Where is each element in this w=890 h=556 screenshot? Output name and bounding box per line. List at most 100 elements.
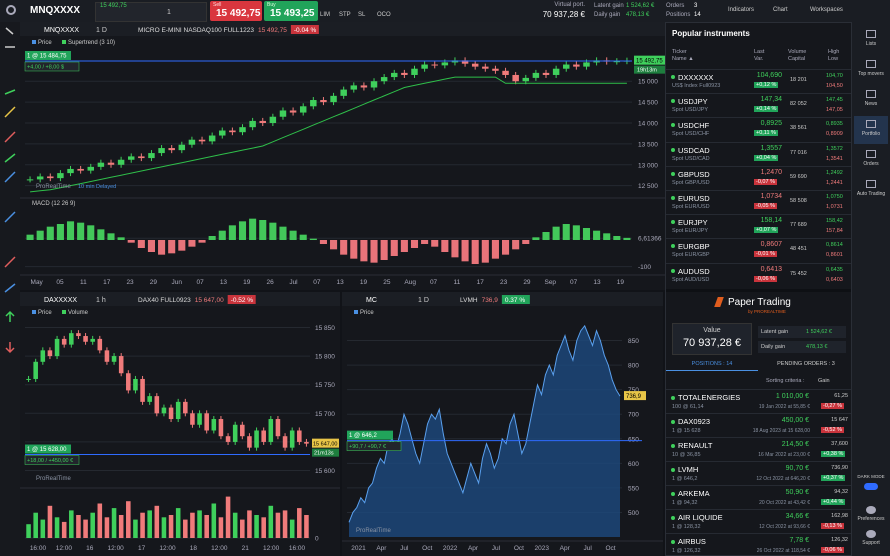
- tool-icon[interactable]: [5, 27, 14, 35]
- macd-bar: [603, 233, 611, 240]
- tool-icon[interactable]: [4, 131, 16, 143]
- volume-bar: [147, 510, 152, 538]
- order-type-button[interactable]: OCO: [377, 12, 391, 18]
- position-row[interactable]: LVMH 1 @ 646,2 90,70 € 12 Oct 2022 at 646,2…: [666, 461, 851, 486]
- sidebar-item[interactable]: Portfolio: [861, 131, 881, 137]
- chart-button[interactable]: Chart: [773, 7, 788, 13]
- instrument-row[interactable]: USDCHF Spot USD/CHF 0,8925 +0,11 % 38 561 0,8…: [666, 117, 851, 142]
- column-header: Volume: [788, 49, 807, 55]
- sidebar-item[interactable]: Preferences: [857, 516, 885, 522]
- position-gain: 214,50 €: [781, 441, 809, 448]
- candle: [441, 62, 449, 66]
- change-badge: [227, 295, 256, 304]
- paper-subtitle: by PROREALTIME: [748, 309, 786, 314]
- indicators-button[interactable]: Indicators: [728, 7, 755, 13]
- pending-tab[interactable]: PENDING ORDERS : 3: [777, 361, 835, 367]
- symbol-search[interactable]: MNQXXXX: [30, 5, 81, 16]
- positions-tab[interactable]: POSITIONS : 14: [666, 361, 758, 371]
- position-row[interactable]: TOTALENERGIES 100 @ 61,14 1 010,00 € 19 Jan…: [666, 389, 851, 414]
- price-area: [349, 325, 620, 537]
- candle: [175, 401, 181, 420]
- position-last: 126,32: [831, 537, 848, 543]
- status-dot: [671, 99, 675, 104]
- high: 0,8614: [826, 242, 843, 249]
- tool-icon[interactable]: [4, 256, 16, 268]
- dark-mode-toggle[interactable]: [864, 483, 878, 490]
- position-gain: 450,00 €: [781, 417, 809, 424]
- change: -0,05 %: [754, 203, 777, 209]
- sidebar-item[interactable]: Top movers: [858, 71, 884, 77]
- sidebar-icon: [866, 180, 876, 188]
- y-tick-label: 850: [628, 338, 639, 345]
- dax-chart[interactable]: DAXXXXX 1 h DAX40 FULL0923 15 647,00 -0.52 %…: [20, 292, 340, 556]
- low: 104,50: [826, 83, 843, 89]
- orders-label[interactable]: Orders: [666, 3, 685, 9]
- sidebar-item[interactable]: Auto Trading: [856, 191, 886, 197]
- position-row[interactable]: RENAULT 10 @ 36,85 214,50 € 16 Mar 2022 at …: [666, 437, 851, 462]
- position-qty: 1 @ 126,32: [672, 548, 701, 554]
- sorting-value[interactable]: Gain: [818, 378, 830, 384]
- positions-label[interactable]: Positions: [666, 12, 691, 18]
- order-fields[interactable]: [95, 2, 207, 22]
- last: 158,14: [760, 217, 782, 225]
- position-row[interactable]: DAX0923 1 @ 15 628 450,00 € 18 Aug 2023 at …: [666, 413, 851, 438]
- instrument-row[interactable]: USDJPY Spot USD/JPY 147,34 +0,14 % 82 052 147…: [666, 93, 851, 118]
- instrument-row[interactable]: EURJPY Spot EUR/JPY 158,14 +0,07 % 77 689 158…: [666, 214, 851, 239]
- sidebar-item[interactable]: Orders: [863, 161, 879, 167]
- position-change: +0,37 %: [821, 475, 846, 481]
- sidebar-item[interactable]: News: [864, 101, 878, 107]
- position-row[interactable]: AIRBUS 1 @ 126,32 7,78 € 26 Oct 2022 at 118…: [666, 533, 851, 555]
- tool-icon[interactable]: [5, 310, 15, 322]
- chart-name: LVMH: [460, 297, 478, 304]
- panel-title: Popular instruments: [672, 29, 750, 38]
- tool-icon[interactable]: [4, 153, 16, 163]
- tool-icon[interactable]: [5, 342, 15, 354]
- sell-button[interactable]: Sell 15 492,75: [210, 1, 262, 21]
- instrument-row[interactable]: AUDUSD Spot AUD/USD 0,6413 -0,06 % 75 452 0,6…: [666, 262, 851, 288]
- candle: [542, 72, 550, 75]
- instrument-row[interactable]: USDCAD Spot USD/CAD 1,3557 +0,04 % 77 016 1,3…: [666, 141, 851, 167]
- tool-icon[interactable]: [4, 211, 16, 223]
- order-type-button[interactable]: STP: [339, 12, 351, 18]
- position-row[interactable]: AIR LIQUIDE 1 @ 128,32 34,66 € 12 Oct 2022 …: [666, 509, 851, 534]
- macd-bar: [168, 240, 176, 254]
- main-chart[interactable]: MNQXXXX 1 D MICRO E-MINI NASDAQ100 FULL122…: [20, 22, 665, 290]
- sidebar: Lists Top movers News Portfolio Orders Auto T…: [852, 22, 890, 556]
- status-dot: [671, 492, 675, 496]
- sidebar-item[interactable]: Support: [862, 540, 880, 546]
- instrument-row[interactable]: GBPUSD Spot GBP/USD 1,2470 -0,07 % 59 690 1,2…: [666, 165, 851, 191]
- sorting-label: Sorting criteria :: [766, 378, 805, 384]
- tool-icon[interactable]: [4, 89, 16, 95]
- candle: [249, 120, 256, 128]
- candle: [126, 373, 131, 391]
- value: 70 937,28 €: [682, 337, 742, 349]
- position-date: 26 Oct 2022 at 118,54 €: [756, 548, 810, 554]
- buy-button[interactable]: Buy 15 493,25: [264, 1, 318, 21]
- macd-bar: [572, 225, 580, 240]
- instrument-row[interactable]: EURGBP Spot EUR/GBP 0,8607 -0,01 % 48 451 0,8…: [666, 238, 851, 263]
- search-icon[interactable]: [6, 5, 16, 15]
- workspaces-button[interactable]: Workspaces: [810, 7, 843, 13]
- position-row[interactable]: ARKEMA 1 @ 94,32 50,90 € 20 Oct 2022 at 43,…: [666, 485, 851, 510]
- change: +0,11 %: [754, 130, 778, 137]
- legend-swatch: [32, 40, 36, 44]
- field-price: 15 492,75: [100, 3, 127, 9]
- tool-icon[interactable]: [4, 106, 16, 118]
- quantity[interactable]: 1: [167, 9, 171, 16]
- sidebar-icon: [866, 530, 876, 538]
- x-tick-label: Sep: [544, 279, 556, 286]
- sidebar-item[interactable]: Lists: [865, 41, 877, 47]
- tool-icon[interactable]: [4, 171, 16, 183]
- chart-header: [20, 22, 665, 36]
- tool-icon[interactable]: [4, 283, 16, 293]
- order-type-button[interactable]: SL: [358, 12, 366, 18]
- candle: [563, 64, 570, 69]
- lvmh-chart[interactable]: MC 1 D LVMH 736,9 0.37 % Price 850 800 750 700 650…: [342, 292, 663, 556]
- positions-count: 14: [694, 12, 701, 18]
- macd-bar: [613, 236, 621, 240]
- instrument-row[interactable]: DXXXXXX US$ Index Full0923 104,690 +0,12 % 1…: [666, 69, 851, 94]
- order-type-button[interactable]: LIM: [320, 12, 331, 18]
- instrument-row[interactable]: EURUSD Spot EUR/USD 1,0734 -0,05 % 58 508 1,0…: [666, 190, 851, 215]
- dark-mode-label: DARK MODE: [857, 474, 885, 479]
- y-tick-label: 15 800: [315, 354, 335, 361]
